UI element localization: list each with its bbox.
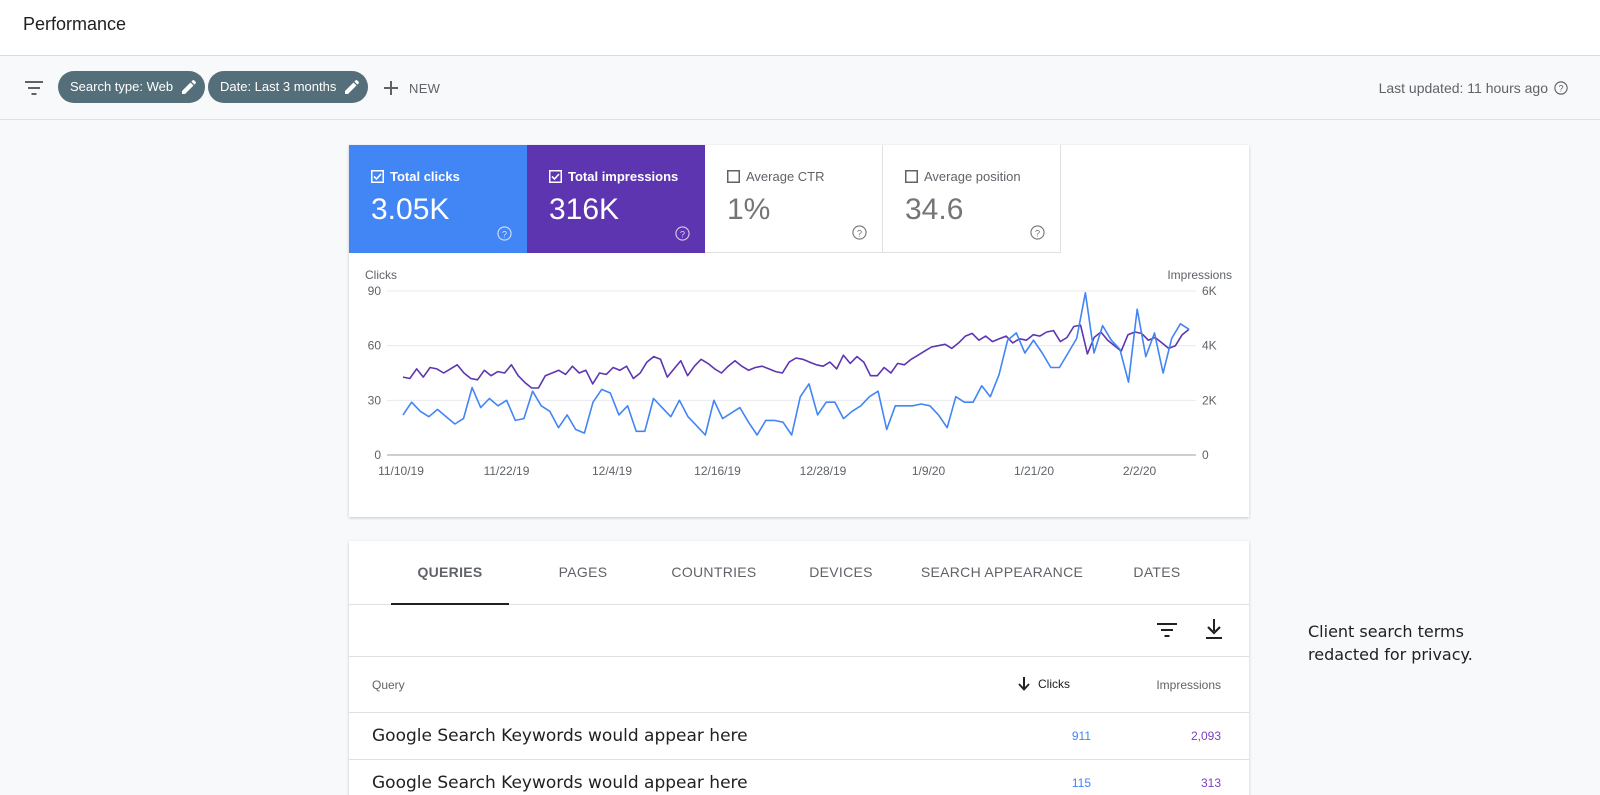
pencil-icon <box>182 80 197 94</box>
redaction-note: Client search terms redacted for privacy… <box>1308 622 1473 664</box>
y-tick-label-right: 6K <box>1202 284 1217 298</box>
metric-label: Total clicks <box>390 169 460 184</box>
page-title: Performance <box>23 14 127 34</box>
checkbox-checked-icon[interactable] <box>549 170 562 183</box>
query-cell: Google Search Keywords would appear here <box>372 773 748 793</box>
x-tick-label: 11/10/19 <box>378 464 424 478</box>
x-tick-label: 2/2/20 <box>1123 464 1157 478</box>
column-header-query[interactable]: Query <box>372 678 405 692</box>
performance-card: Total clicks 3.05K ? Total impressions 3… <box>349 145 1249 517</box>
filter-bar: Search type: Web Date: Last 3 months NEW… <box>0 56 1600 120</box>
clicks-cell: 911 <box>1071 729 1091 743</box>
svg-text:?: ? <box>502 229 507 239</box>
last-updated-text: Last updated: 11 hours ago <box>1378 80 1548 96</box>
tab-queries[interactable]: QUERIES <box>391 541 509 605</box>
metric-value: 3.05K <box>371 193 450 226</box>
arrow-down-icon <box>1018 677 1030 691</box>
date-range-chip[interactable]: Date: Last 3 months <box>208 71 369 103</box>
metric-label: Total impressions <box>568 169 679 184</box>
metric-value: 1% <box>727 193 771 226</box>
tab-pages[interactable]: PAGES <box>558 564 608 580</box>
help-icon[interactable]: ? <box>852 225 867 240</box>
y-tick-label-left: 60 <box>368 339 382 353</box>
y-tick-label-right: 4K <box>1202 339 1217 353</box>
tab-search-appearance[interactable]: SEARCH APPEARANCE <box>920 564 1084 580</box>
filter-rows-icon[interactable] <box>1157 621 1177 639</box>
metric-total-clicks[interactable]: Total clicks 3.05K ? <box>349 145 527 253</box>
new-filter-button[interactable]: NEW <box>384 73 440 103</box>
y-tick-label-right: 2K <box>1202 393 1217 407</box>
metric-label-row: Average position <box>905 169 1021 184</box>
table-toolbar <box>349 605 1249 657</box>
impressions-cell: 2,093 <box>1190 729 1221 743</box>
table-header-row: Query Clicks Impressions <box>349 657 1249 713</box>
last-updated: Last updated: 11 hours ago ? <box>1379 80 1568 96</box>
checkbox-checked-icon[interactable] <box>371 170 384 183</box>
metric-label: Average position <box>924 169 1021 184</box>
metric-label-row: Average CTR <box>727 169 825 184</box>
metric-total-impressions[interactable]: Total impressions 316K ? <box>527 145 705 253</box>
checkbox-unchecked-icon[interactable] <box>727 170 740 183</box>
new-filter-label: NEW <box>409 80 441 96</box>
filter-icon[interactable] <box>25 81 43 95</box>
metric-average-ctr[interactable]: Average CTR 1% ? <box>705 145 883 253</box>
y-tick-label-left: 30 <box>368 393 382 407</box>
help-icon[interactable]: ? <box>497 226 512 241</box>
y-axis-title-left: Clicks <box>365 268 397 282</box>
plus-icon <box>384 81 398 95</box>
y-axis-title-right: Impressions <box>1167 268 1232 282</box>
svg-text:?: ? <box>1559 84 1564 94</box>
y-tick-label-left: 0 <box>374 448 381 462</box>
tab-devices[interactable]: DEVICES <box>809 564 873 580</box>
search-type-chip-label: Search type: Web <box>70 79 174 94</box>
help-icon[interactable]: ? <box>675 226 690 241</box>
clicks-cell: 115 <box>1071 776 1091 790</box>
x-tick-label: 11/22/19 <box>484 464 530 478</box>
impressions-series-line <box>402 324 1190 389</box>
svg-text:?: ? <box>680 229 685 239</box>
metric-value: 34.6 <box>905 193 964 226</box>
column-header-clicks-label: Clicks <box>1038 677 1070 691</box>
x-tick-label: 1/9/20 <box>912 464 946 478</box>
download-icon[interactable] <box>1205 619 1223 641</box>
metric-label-row: Total clicks <box>371 169 460 184</box>
metric-label: Average CTR <box>746 169 825 184</box>
help-icon[interactable]: ? <box>1030 225 1045 240</box>
performance-line-chart: Clicks Impressions 0 0 30 2K 60 4K 90 6K 11/10/19 1… <box>365 268 1232 478</box>
svg-text:?: ? <box>1035 228 1040 238</box>
date-range-chip-label: Date: Last 3 months <box>220 79 337 94</box>
svg-text:?: ? <box>857 228 862 238</box>
top-app-bar: Performance <box>0 0 1600 56</box>
query-cell: Google Search Keywords would appear here <box>372 726 748 746</box>
dimensions-table-card: QUERIES PAGES COUNTRIES DEVICES SEARCH A… <box>349 541 1249 795</box>
table-row[interactable]: Google Search Keywords would appear here… <box>349 713 1249 760</box>
x-tick-label: 12/16/19 <box>694 464 741 478</box>
column-header-clicks[interactable]: Clicks <box>1018 677 1070 691</box>
metric-label-row: Total impressions <box>549 169 678 184</box>
x-tick-label: 1/21/20 <box>1014 464 1054 478</box>
help-icon[interactable]: ? <box>1554 81 1568 95</box>
column-header-impressions[interactable]: Impressions <box>1156 678 1221 692</box>
metric-average-position[interactable]: Average position 34.6 ? <box>883 145 1061 253</box>
x-tick-label: 12/4/19 <box>592 464 632 478</box>
search-type-chip[interactable]: Search type: Web <box>58 71 206 103</box>
pencil-icon <box>345 80 360 94</box>
dimension-tabs: QUERIES PAGES COUNTRIES DEVICES SEARCH A… <box>349 541 1249 605</box>
tab-dates[interactable]: DATES <box>1133 564 1181 580</box>
tab-countries[interactable]: COUNTRIES <box>671 564 757 580</box>
y-tick-label-right: 0 <box>1202 448 1209 462</box>
table-row[interactable]: Google Search Keywords would appear here… <box>349 760 1249 795</box>
impressions-cell: 313 <box>1200 776 1221 790</box>
checkbox-unchecked-icon[interactable] <box>905 170 918 183</box>
y-tick-label-left: 90 <box>368 284 382 298</box>
metric-value: 316K <box>549 193 620 226</box>
clicks-series-line <box>402 291 1190 436</box>
x-tick-label: 12/28/19 <box>800 464 847 478</box>
